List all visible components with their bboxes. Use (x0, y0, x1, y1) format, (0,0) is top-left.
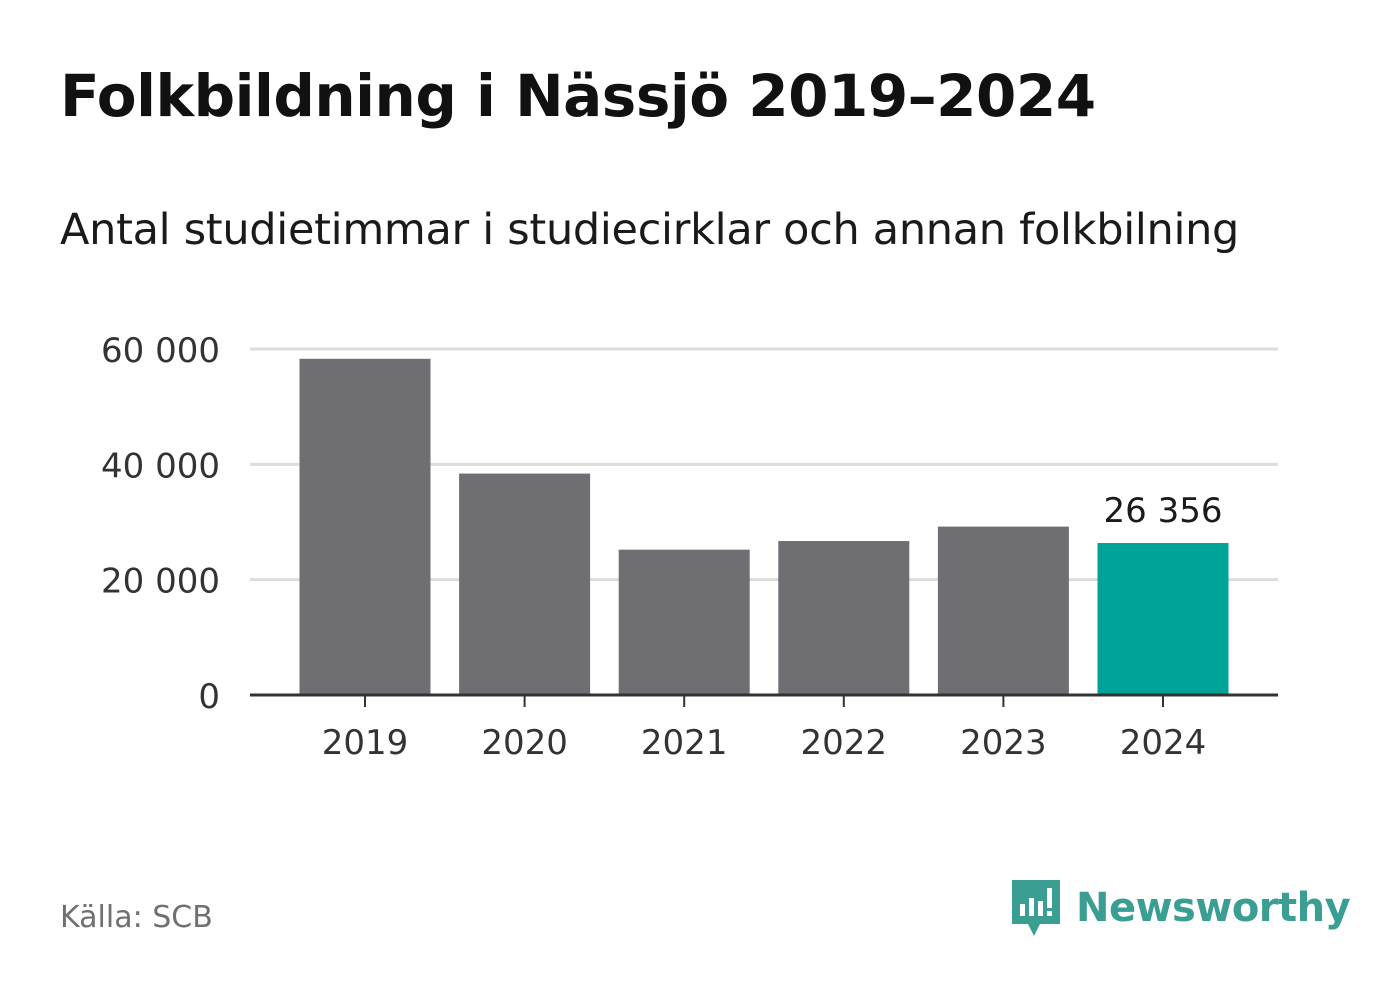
bar-2024 (1097, 543, 1229, 695)
y-tick-label: 20 000 (101, 562, 220, 602)
bar-2019 (299, 358, 431, 695)
bar-2022 (778, 541, 910, 695)
chart-title: Folkbildning i Nässjö 2019–2024 (60, 62, 1096, 130)
y-tick-label: 0 (198, 677, 220, 717)
brand-logo: Newsworthy (1010, 878, 1351, 938)
bar-2023 (937, 526, 1069, 695)
x-tick-label: 2023 (960, 723, 1047, 763)
y-tick-label: 40 000 (101, 446, 220, 486)
x-tick-label: 2019 (322, 723, 409, 763)
chart-subtitle: Antal studietimmar i studiecirklar och a… (60, 205, 1240, 255)
data-label: 26 356 (1104, 491, 1223, 531)
y-tick-label: 60 000 (101, 331, 220, 371)
x-tick-label: 2021 (641, 723, 728, 763)
bar-2021 (618, 549, 750, 695)
x-tick-label: 2022 (801, 723, 888, 763)
bar-2020 (459, 473, 591, 695)
source-note: Källa: SCB (60, 900, 213, 935)
x-tick-label: 2020 (481, 723, 568, 763)
brand-name: Newsworthy (1076, 885, 1351, 931)
newsworthy-logo-icon (1012, 880, 1060, 936)
x-tick-label: 2024 (1120, 723, 1207, 763)
